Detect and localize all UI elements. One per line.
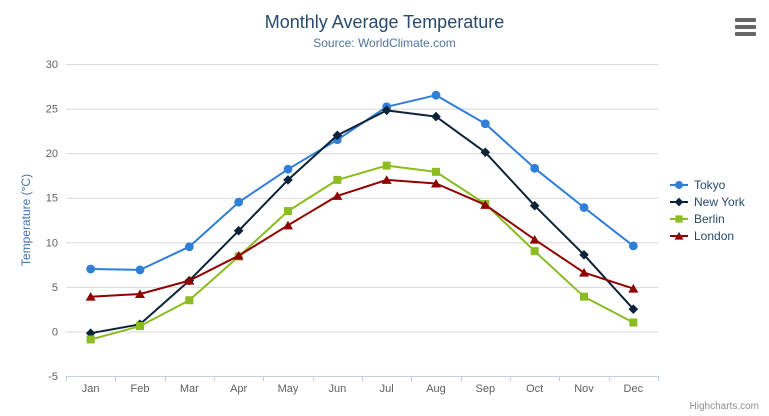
- svg-text:Nov: Nov: [574, 383, 594, 395]
- svg-text:Sep: Sep: [476, 383, 496, 395]
- svg-text:Jan: Jan: [82, 383, 100, 395]
- svg-text:Feb: Feb: [131, 383, 150, 395]
- legend-label: Berlin: [694, 212, 725, 226]
- legend-item-tokyo[interactable]: Tokyo: [669, 177, 745, 193]
- legend: Tokyo New York Berlin London: [669, 177, 745, 245]
- svg-text:10: 10: [46, 237, 58, 249]
- svg-text:Mar: Mar: [180, 383, 199, 395]
- svg-text:Apr: Apr: [230, 383, 247, 395]
- export-menu-button[interactable]: [731, 11, 760, 43]
- svg-text:Oct: Oct: [526, 383, 543, 395]
- svg-text:May: May: [278, 383, 299, 395]
- legend-item-london[interactable]: London: [669, 228, 745, 244]
- legend-item-new-york[interactable]: New York: [669, 194, 745, 210]
- legend-item-berlin[interactable]: Berlin: [669, 211, 745, 227]
- legend-square-marker-icon: [670, 215, 688, 223]
- chart-title: Monthly Average Temperature: [264, 12, 505, 32]
- svg-text:Jun: Jun: [328, 383, 346, 395]
- svg-text:Aug: Aug: [426, 383, 446, 395]
- svg-text:0: 0: [52, 326, 58, 338]
- svg-text:-5: -5: [48, 371, 58, 383]
- hamburger-menu-icon: [735, 18, 756, 36]
- svg-text:Dec: Dec: [624, 383, 644, 395]
- svg-text:Temperature (°C): Temperature (°C): [19, 174, 33, 266]
- svg-text:25: 25: [46, 104, 58, 116]
- svg-text:15: 15: [46, 193, 58, 205]
- legend-label: London: [694, 229, 735, 243]
- svg-text:30: 30: [46, 59, 58, 71]
- credits-link[interactable]: Highcharts.com: [689, 401, 759, 412]
- svg-text:Jul: Jul: [380, 383, 394, 395]
- chart-subtitle: Source: WorldClimate.com: [313, 36, 456, 50]
- legend-circle-marker-icon: [670, 181, 688, 189]
- legend-triangle-marker-icon: [670, 231, 688, 240]
- legend-label: Tokyo: [694, 178, 726, 192]
- svg-text:20: 20: [46, 148, 58, 160]
- legend-label: New York: [694, 195, 745, 209]
- svg-text:5: 5: [52, 282, 58, 294]
- legend-diamond-marker-icon: [670, 197, 688, 207]
